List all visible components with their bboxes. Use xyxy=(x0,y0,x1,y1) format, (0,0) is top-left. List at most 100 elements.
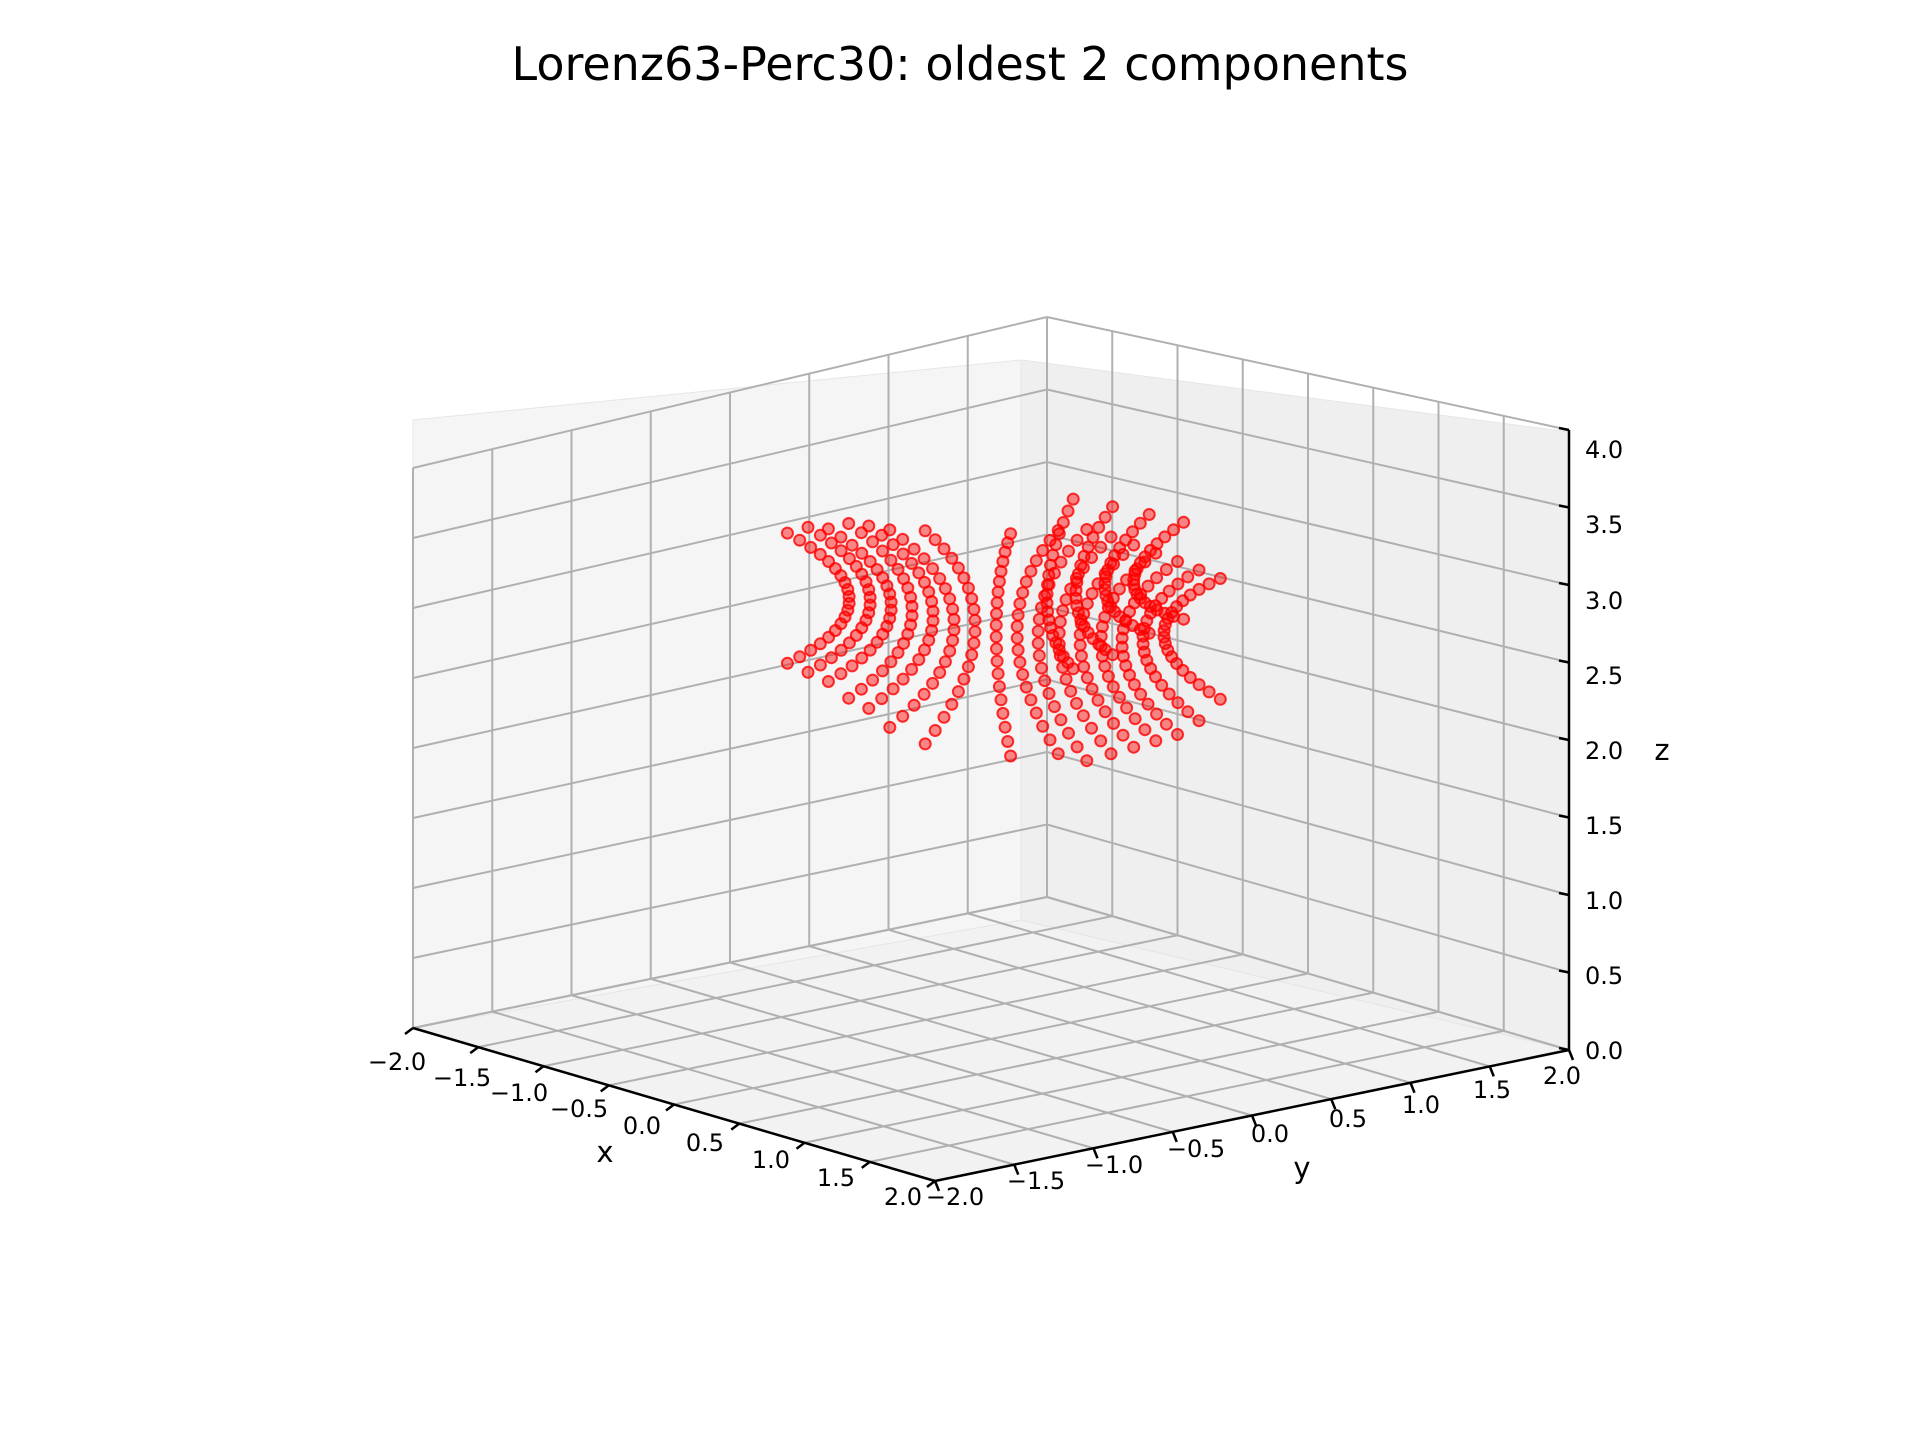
data-point xyxy=(813,547,827,561)
data-point xyxy=(1016,586,1030,600)
data-point xyxy=(813,637,827,651)
data-point xyxy=(928,724,942,737)
data-point xyxy=(961,581,975,595)
y-tick-mark xyxy=(1567,1049,1575,1061)
x-tick-label: 1.5 xyxy=(817,1164,855,1192)
data-point xyxy=(1032,612,1046,626)
data-point xyxy=(1159,563,1173,577)
data-point xyxy=(824,536,838,550)
data-point xyxy=(822,555,836,568)
data-point xyxy=(1142,508,1156,521)
data-point xyxy=(842,517,856,530)
x-tick-mark xyxy=(795,1141,806,1150)
data-point xyxy=(1104,530,1118,544)
y-tick-mark xyxy=(933,1180,941,1192)
y-tick-label: 1.5 xyxy=(1473,1076,1511,1104)
data-point xyxy=(1092,520,1106,534)
data-point xyxy=(1155,678,1169,692)
data-point xyxy=(951,685,965,699)
data-point xyxy=(1051,747,1065,761)
data-point xyxy=(1054,713,1068,727)
data-point xyxy=(1098,510,1112,524)
data-point xyxy=(1107,716,1120,730)
data-point xyxy=(1011,608,1025,622)
data-point xyxy=(926,614,940,628)
data-point xyxy=(891,646,905,660)
data-point xyxy=(863,643,877,657)
data-point xyxy=(1036,719,1050,733)
left-wall-gridline-z xyxy=(1046,461,1570,586)
x-tick-mark xyxy=(665,1103,675,1112)
data-point xyxy=(1031,636,1045,650)
data-point xyxy=(1038,674,1052,688)
data-point xyxy=(917,552,931,566)
data-point xyxy=(951,561,965,575)
back-wall-gridline-z xyxy=(412,533,1048,679)
z-tick-mark xyxy=(1558,814,1570,819)
z-tick-mark xyxy=(1558,891,1570,897)
data-point xyxy=(821,675,835,688)
data-point xyxy=(1066,492,1080,506)
data-point xyxy=(1074,613,1088,627)
data-point xyxy=(1192,563,1206,577)
data-point xyxy=(793,650,807,664)
data-point xyxy=(1094,734,1108,748)
data-point xyxy=(1094,540,1108,554)
data-point xyxy=(834,544,848,558)
data-point xyxy=(1171,728,1184,741)
data-point xyxy=(1150,571,1164,585)
data-point xyxy=(1126,525,1139,539)
data-point xyxy=(855,546,869,560)
x-tick-label: −1.5 xyxy=(433,1064,491,1092)
z-tick-label: 1.0 xyxy=(1585,887,1623,915)
data-point xyxy=(896,532,910,546)
data-point xyxy=(1133,516,1147,530)
data-point xyxy=(1052,527,1066,541)
gridlines xyxy=(412,316,1570,1182)
data-point xyxy=(1119,533,1133,547)
data-point xyxy=(1171,555,1184,568)
data-point xyxy=(883,720,897,734)
data-point xyxy=(1085,587,1099,601)
data-point xyxy=(1162,687,1176,701)
data-point xyxy=(946,633,960,647)
y-tick-label: 2.0 xyxy=(1543,1062,1581,1090)
data-point xyxy=(842,691,856,705)
data-point xyxy=(834,667,848,681)
x-tick-label: 0.5 xyxy=(686,1129,724,1157)
data-point xyxy=(996,706,1010,720)
data-point xyxy=(1032,649,1046,663)
z-tick-label: 2.5 xyxy=(1585,662,1623,690)
data-point xyxy=(991,667,1005,681)
data-point xyxy=(1056,649,1070,663)
data-point xyxy=(1134,687,1148,701)
data-point xyxy=(1046,548,1060,562)
data-point xyxy=(1106,500,1120,514)
back-wall-gridline-z xyxy=(412,316,1048,469)
data-point xyxy=(845,659,859,673)
data-point xyxy=(990,596,1004,610)
data-point xyxy=(957,571,971,585)
data-point xyxy=(1059,672,1073,686)
data-point xyxy=(965,592,979,606)
y-tick-label: −2.0 xyxy=(926,1183,984,1211)
y-tick-mark xyxy=(1330,1098,1337,1110)
data-point xyxy=(1062,726,1075,740)
data-point xyxy=(876,664,889,678)
data-point xyxy=(1077,660,1091,674)
data-point xyxy=(1070,740,1084,754)
x-tick-label: 1.0 xyxy=(752,1146,790,1174)
data-point xyxy=(926,676,940,690)
data-point xyxy=(1024,693,1038,707)
data-point xyxy=(965,648,979,662)
data-point xyxy=(854,682,868,696)
x-tick-label: −0.5 xyxy=(550,1095,608,1123)
data-point xyxy=(912,653,926,667)
data-point xyxy=(1004,527,1018,541)
x-tick-mark xyxy=(926,1180,936,1188)
data-point xyxy=(1158,530,1172,544)
data-point xyxy=(1127,740,1141,754)
x-tick-mark xyxy=(861,1160,871,1169)
data-point xyxy=(1167,523,1181,537)
data-point xyxy=(1040,596,1054,610)
